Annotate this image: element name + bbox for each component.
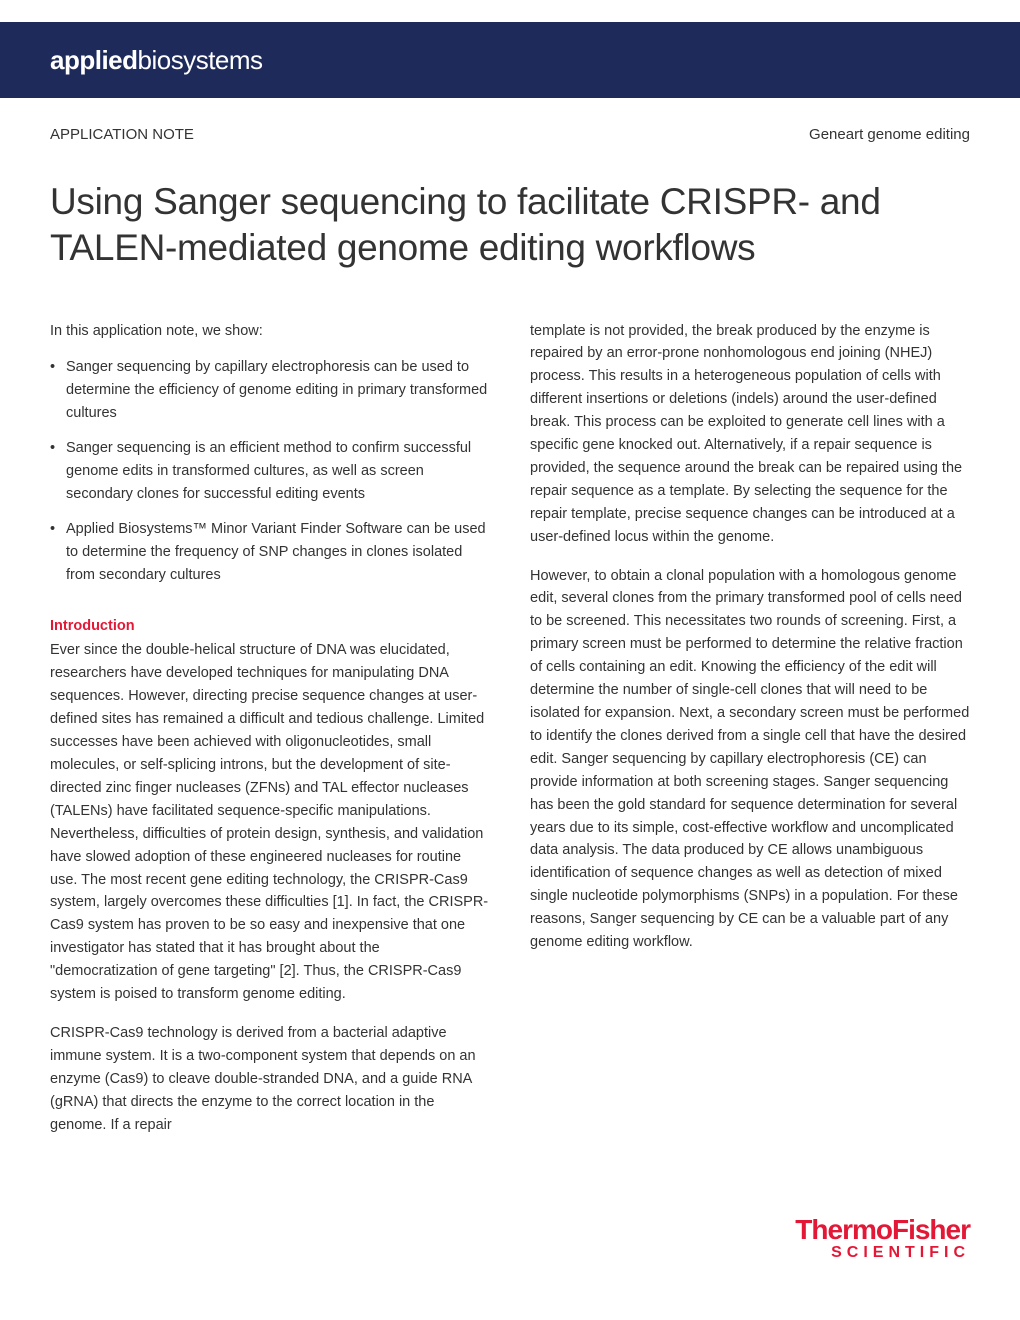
brand-bold: applied — [50, 45, 138, 75]
paragraph: However, to obtain a clonal population w… — [530, 565, 970, 954]
page-title: Using Sanger sequencing to facilitate CR… — [0, 143, 1020, 272]
left-column: In this application note, we show: Sange… — [50, 320, 490, 1153]
paragraph: template is not provided, the break prod… — [530, 320, 970, 549]
list-item: Applied Biosystems™ Minor Variant Finder… — [50, 518, 490, 587]
logo-sub: SCIENTIFIC — [795, 1244, 970, 1262]
top-spacer — [0, 0, 1020, 22]
content-columns: In this application note, we show: Sange… — [0, 272, 1020, 1153]
right-column: template is not provided, the break prod… — [530, 320, 970, 1153]
doc-type-label: APPLICATION NOTE — [50, 126, 194, 143]
brand-logo: appliedbiosystems — [50, 45, 263, 76]
logo-main: ThermoFisher — [795, 1217, 970, 1242]
intro-line: In this application note, we show: — [50, 320, 490, 343]
section-heading: Introduction — [50, 615, 490, 638]
brand-light: biosystems — [138, 45, 263, 75]
doc-category-label: Geneart genome editing — [809, 126, 970, 143]
header-bar: appliedbiosystems — [0, 22, 1020, 98]
list-item: Sanger sequencing is an efficient method… — [50, 437, 490, 506]
bullet-list: Sanger sequencing by capillary electroph… — [50, 356, 490, 586]
paragraph: CRISPR-Cas9 technology is derived from a… — [50, 1022, 490, 1137]
list-item: Sanger sequencing by capillary electroph… — [50, 356, 490, 425]
meta-row: APPLICATION NOTE Geneart genome editing — [0, 98, 1020, 143]
footer-logo: ThermoFisher SCIENTIFIC — [795, 1217, 970, 1262]
paragraph: Ever since the double-helical structure … — [50, 639, 490, 1006]
